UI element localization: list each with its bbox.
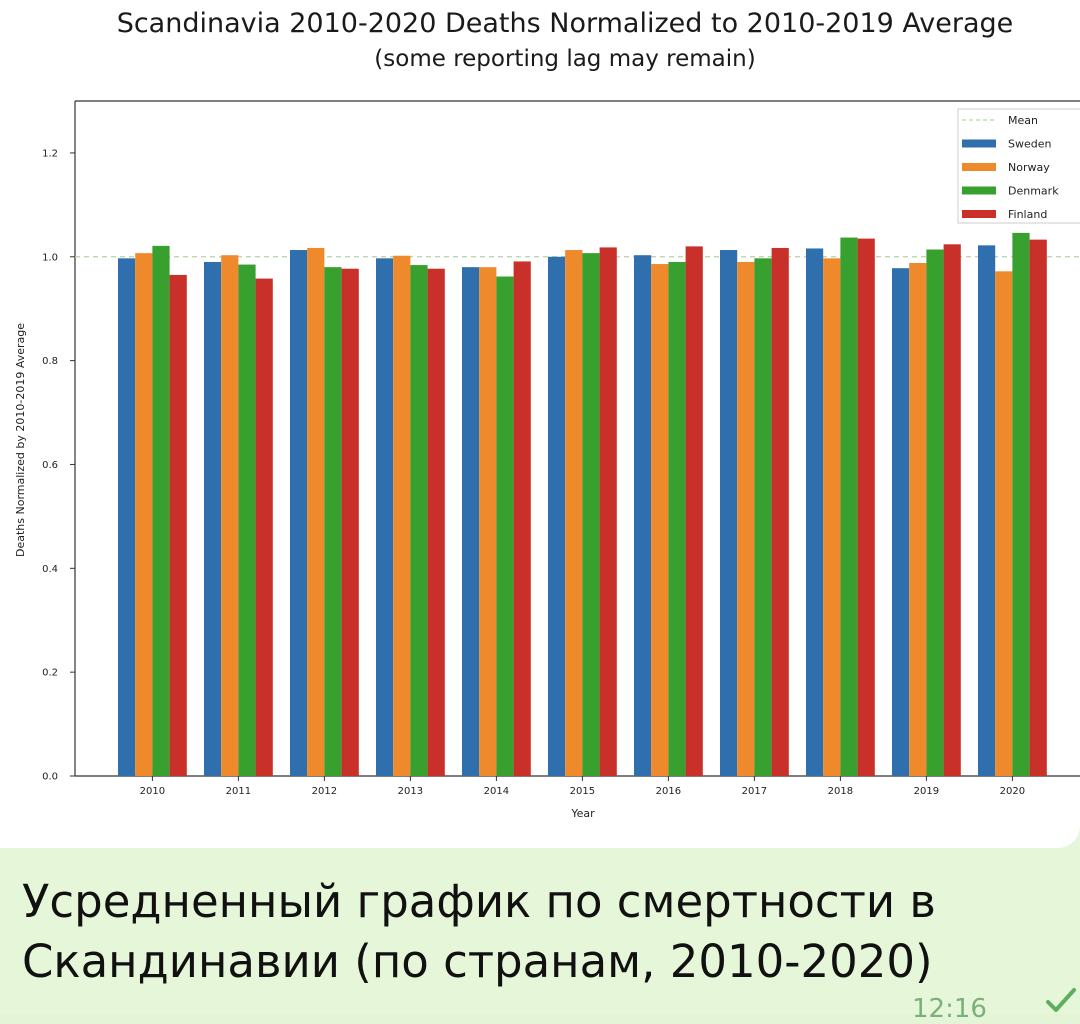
bar-norway (135, 253, 153, 776)
bar-finland (943, 244, 961, 777)
legend-label-sweden: Sweden (1008, 138, 1051, 151)
y-tick-label: 1.2 (42, 148, 58, 159)
bar-norway (737, 261, 755, 776)
chart-subtitle: (some reporting lag may remain) (374, 46, 756, 72)
bar-denmark (1012, 232, 1030, 776)
legend-swatch-finland (962, 210, 996, 218)
bar-norway (823, 258, 841, 777)
bar-denmark (152, 245, 170, 777)
bar-norway (307, 247, 325, 776)
x-tick-label: 2011 (226, 786, 251, 797)
bar-finland (255, 278, 273, 776)
x-tick-label: 2018 (828, 786, 853, 797)
legend-swatch-sweden (962, 139, 996, 148)
bar-sweden (204, 261, 222, 776)
x-tick-label: 2019 (914, 786, 939, 797)
bar-finland (169, 274, 187, 776)
chart-image[interactable]: Scandinavia 2010-2020 Deaths Normalized … (0, 0, 1080, 848)
bar-finland (857, 238, 875, 776)
bar-norway (651, 264, 669, 776)
bar-sweden (634, 255, 652, 776)
bar-finland (341, 268, 359, 776)
x-tick-label: 2020 (1000, 786, 1025, 797)
x-tick-label: 2012 (312, 786, 337, 797)
bar-finland (513, 261, 531, 776)
bar-finland (599, 247, 617, 776)
bar-sweden (892, 268, 910, 776)
bar-norway (221, 255, 239, 776)
bar-sweden (978, 245, 996, 776)
bar-chart: 0.0 0.2 0.4 0.6 0.8 1.0 1.2 2010 2011 2012 2013 201… (14, 100, 1080, 820)
bar-denmark (410, 265, 428, 776)
bar-denmark (840, 237, 858, 777)
bar-finland (427, 268, 445, 776)
y-axis-label: Deaths Normalized by 2010-2019 Average (14, 323, 27, 557)
legend-swatch-norway (962, 163, 996, 171)
bar-denmark (668, 261, 686, 776)
bar-norway (479, 267, 497, 776)
chart-title: Scandinavia 2010-2020 Deaths Normalized … (116, 8, 1014, 39)
bar-sweden (376, 258, 394, 777)
bar-denmark (324, 267, 342, 776)
bar-finland (1029, 239, 1047, 776)
x-tick-label: 2013 (398, 786, 423, 797)
bar-finland (685, 246, 703, 776)
legend-label-finland: Finland (1008, 208, 1047, 221)
x-tick-label: 2010 (140, 786, 165, 797)
y-tick-label: 0.2 (42, 668, 58, 679)
bar-denmark (926, 249, 944, 776)
bar-sweden (806, 248, 824, 776)
bar-finland (771, 247, 789, 776)
check-icon (1046, 988, 1076, 1012)
bar-denmark (238, 264, 256, 776)
legend-label-norway: Norway (1008, 161, 1050, 174)
y-tick-label: 0.8 (42, 356, 58, 367)
y-tick-label: 0.4 (42, 564, 58, 575)
x-axis-label: Year (570, 807, 595, 820)
y-tick-label: 0.0 (42, 772, 58, 783)
bar-sweden (118, 258, 136, 777)
bar-norway (909, 263, 927, 776)
bar-norway (565, 250, 583, 776)
bar-denmark (754, 258, 772, 777)
y-tick-label: 1.0 (42, 252, 58, 263)
bar-norway (393, 255, 411, 776)
legend-swatch-denmark (962, 186, 996, 195)
message-caption: Усредненный график по смертности в Сканд… (22, 875, 936, 988)
bar-denmark (582, 253, 600, 776)
bar-norway (995, 271, 1013, 776)
legend-box (957, 108, 1080, 224)
x-tick-label: 2017 (742, 786, 767, 797)
bar-sweden (462, 267, 480, 776)
bar-denmark (496, 276, 514, 776)
bar-sweden (720, 250, 738, 776)
message-time: 12:16 (912, 994, 987, 1024)
bar-sweden (548, 256, 566, 776)
y-tick-label: 0.6 (42, 460, 58, 471)
legend-label-mean: Mean (1008, 114, 1038, 127)
x-tick-label: 2015 (570, 786, 595, 797)
x-tick-label: 2016 (656, 786, 681, 797)
legend-label-denmark: Denmark (1008, 185, 1059, 198)
bar-sweden (290, 250, 308, 776)
x-tick-label: 2014 (484, 786, 509, 797)
